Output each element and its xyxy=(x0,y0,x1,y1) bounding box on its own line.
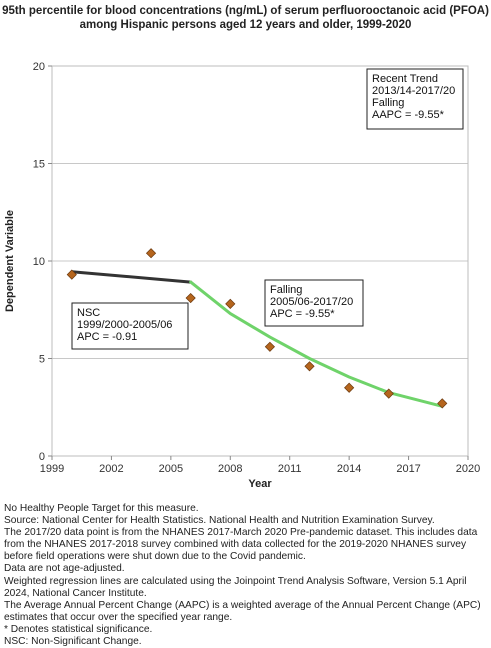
data-point xyxy=(225,298,236,309)
footnote-line: Source: National Center for Health Stati… xyxy=(4,515,435,527)
data-point xyxy=(344,382,355,393)
annotation-frame xyxy=(366,68,464,130)
x-tick-label: 2017 xyxy=(396,463,420,475)
data-point xyxy=(66,269,77,280)
annotation-line: APC = -0.91 xyxy=(77,331,137,343)
annotation-line: Falling xyxy=(372,97,404,109)
annotation-line: 2013/14-2017/20 xyxy=(372,85,455,97)
data-point xyxy=(185,292,196,304)
footnote-line: Weighted regression lines are calculated… xyxy=(4,575,467,599)
data-points xyxy=(66,248,448,409)
axis-ticks: 0 5 10 15 20 1999 2002 2005 2008 2011 2014 2017 2020 xyxy=(33,61,480,475)
data-point xyxy=(437,398,448,409)
annotation-frame xyxy=(264,279,364,327)
y-tick-label: 5 xyxy=(39,354,45,366)
footnotes: No Healthy People Target for this measur… xyxy=(4,503,488,648)
x-tick-label: 2008 xyxy=(218,463,242,475)
x-tick-label: 2020 xyxy=(456,463,480,475)
x-tick-label: 2011 xyxy=(278,463,302,475)
annotation-line: APC = -9.55* xyxy=(270,308,335,320)
annotation-frame xyxy=(71,302,189,350)
footnote-line: The Average Annual Percent Change (AAPC)… xyxy=(4,599,481,623)
grid-lines xyxy=(52,163,468,359)
footnote-line: The 2017/20 data point is from the NHANE… xyxy=(4,527,478,563)
data-point xyxy=(145,248,157,259)
annotation-line: Falling xyxy=(270,284,302,296)
annotation-line: AAPC = -9.55* xyxy=(372,109,445,121)
data-point xyxy=(304,361,315,372)
chart: 0 5 10 15 20 1999 2002 2005 2008 2011 2014 2017 2020… xyxy=(4,61,480,490)
y-tick-label: 10 xyxy=(33,256,45,268)
y-axis-title: Dependent Variable xyxy=(4,210,16,312)
footnote-line: * Denotes statistical significance. xyxy=(4,623,153,635)
x-axis-title: Year xyxy=(248,478,272,490)
footnote-line: NSC: Non-Significant Change. xyxy=(4,636,142,648)
annotation-line: NSC xyxy=(77,307,100,319)
data-point xyxy=(383,388,394,399)
y-tick-label: 15 xyxy=(33,159,45,171)
annotation-line: 1999/2000-2005/06 xyxy=(77,319,172,331)
footnote-line: Data are not age-adjusted. xyxy=(4,563,125,575)
x-tick-label: 2002 xyxy=(99,463,123,475)
y-tick-label: 0 xyxy=(39,451,45,463)
trend-line-nsc xyxy=(70,270,193,284)
annotation-line: Recent Trend xyxy=(372,73,438,85)
footnote-line: No Healthy People Target for this measur… xyxy=(4,503,199,514)
data-point xyxy=(264,341,275,352)
y-tick-label: 20 xyxy=(33,61,45,73)
chart-title: 95th percentile for blood concentrations… xyxy=(2,5,489,31)
x-tick-label: 1999 xyxy=(40,463,64,475)
x-tick-label: 2014 xyxy=(337,463,361,475)
x-tick-label: 2005 xyxy=(159,463,183,475)
annotation-line: 2005/06-2017/20 xyxy=(270,296,353,308)
